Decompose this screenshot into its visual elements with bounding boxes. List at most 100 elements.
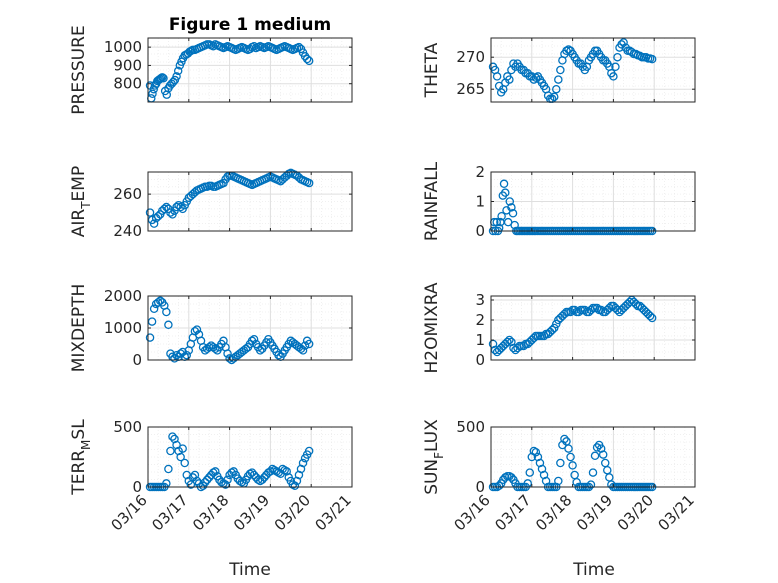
data-point — [172, 72, 181, 81]
data-point — [255, 346, 265, 355]
y-tick-label: 260 — [113, 185, 142, 203]
data-point — [166, 446, 175, 456]
data-point — [274, 350, 283, 360]
data-point — [247, 468, 257, 477]
x-tick-label: 03/16 — [451, 491, 494, 534]
y-tick-label: 2 — [475, 311, 485, 329]
data-point — [298, 458, 308, 468]
data-point — [570, 305, 579, 315]
axes-box — [147, 37, 353, 103]
data-point — [211, 344, 220, 354]
data-point — [162, 202, 171, 212]
data-point — [552, 319, 561, 329]
data-point — [566, 452, 575, 462]
data-point — [164, 464, 173, 474]
y-tick-label: 240 — [113, 222, 142, 240]
y-tick-label: 500 — [113, 418, 142, 436]
axes-box — [490, 37, 696, 103]
y-tick-label: 3 — [475, 291, 485, 309]
data-point — [249, 41, 259, 51]
x-tick-label: 03/16 — [108, 491, 151, 534]
data-point — [647, 313, 657, 323]
x-tick-label: 03/21 — [655, 491, 698, 534]
data-point — [153, 211, 163, 221]
data-point — [590, 451, 600, 461]
data-point — [225, 354, 234, 363]
data-point — [598, 450, 608, 459]
y-tick-label: 1 — [475, 193, 485, 211]
x-tick-label: 03/17 — [148, 491, 191, 534]
subplot-air-temp: 240 260 AIRTEMP — [69, 166, 353, 240]
data-point — [149, 304, 159, 314]
data-point — [192, 325, 202, 334]
data-point — [304, 56, 314, 66]
data-point — [180, 458, 189, 468]
data-point — [145, 208, 155, 217]
x-tick-label: 03/17 — [491, 491, 534, 534]
y-tick-label: 900 — [113, 56, 142, 74]
data-point — [204, 473, 214, 482]
data-point — [204, 342, 214, 352]
x-tick-label: 03/19 — [573, 491, 616, 534]
data-point — [200, 477, 210, 487]
data-point — [505, 335, 514, 345]
x-axis-label-right: Time — [572, 560, 615, 580]
axes-box — [147, 426, 353, 488]
data-point — [572, 477, 581, 487]
data-point — [155, 74, 165, 84]
data-point — [211, 467, 220, 476]
data-point — [173, 66, 183, 76]
subplot-mixdepth: 0 1000 2000 MIXDEPTH — [69, 284, 353, 372]
y-axis-label: TERRMSL — [69, 419, 93, 496]
data-point — [304, 446, 314, 456]
data-point — [494, 223, 504, 233]
data-point — [611, 62, 620, 72]
data-point — [549, 323, 559, 333]
data-point — [158, 73, 167, 82]
data-point — [503, 337, 512, 347]
y-tick-label: 0 — [132, 351, 142, 369]
data-point — [155, 296, 165, 306]
data-point — [249, 334, 259, 344]
data-point — [566, 307, 575, 317]
data-point — [202, 475, 212, 485]
y-tick-label: 265 — [456, 80, 485, 98]
data-point — [531, 447, 541, 457]
data-point — [164, 320, 173, 330]
data-point — [645, 311, 655, 321]
subplot-h2omixra: 0 1 2 3 H2OMIXRA — [422, 282, 696, 374]
data-point — [497, 211, 506, 221]
data-point — [507, 473, 516, 482]
data-point — [556, 65, 565, 75]
figure-title: Figure 1 medium — [169, 15, 331, 35]
data-point — [609, 72, 618, 81]
data-point — [304, 339, 314, 349]
data-point — [260, 473, 269, 482]
data-point — [223, 349, 232, 358]
data-point — [302, 54, 312, 64]
data-point — [505, 197, 515, 206]
data-point — [580, 305, 590, 315]
y-tick-label: 800 — [113, 75, 142, 93]
data-point — [145, 333, 155, 342]
data-point — [160, 204, 169, 214]
data-point — [519, 341, 528, 351]
data-point — [619, 38, 628, 47]
data-point — [168, 432, 177, 441]
data-point — [635, 51, 645, 61]
data-point — [257, 475, 267, 485]
data-point — [539, 331, 549, 341]
y-tick-label: 0 — [132, 478, 142, 496]
y-axis-label: AIRTEMP — [69, 166, 93, 237]
data-point — [492, 72, 502, 81]
data-point — [552, 84, 561, 94]
y-tick-label: 2000 — [104, 287, 142, 305]
data-point — [547, 325, 557, 335]
subplot-theta: 265 270 THETA — [422, 37, 696, 104]
y-tick-label: 0 — [475, 478, 485, 496]
data-point — [605, 303, 614, 313]
data-point — [209, 41, 218, 51]
axes-box — [147, 171, 353, 232]
